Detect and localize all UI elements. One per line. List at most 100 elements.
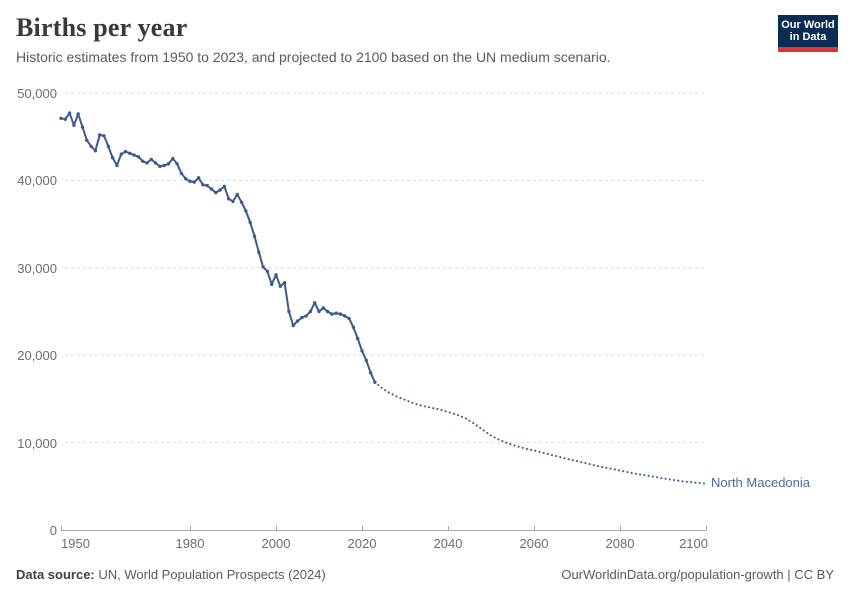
data-point-marker xyxy=(196,176,201,180)
data-point-marker xyxy=(188,179,192,183)
data-point-marker xyxy=(304,314,308,318)
data-point-marker xyxy=(145,161,149,165)
data-point-marker xyxy=(214,190,218,195)
y-tick-label: 50,000 xyxy=(17,86,57,101)
data-point-marker xyxy=(343,314,347,318)
data-point-marker xyxy=(222,184,227,189)
data-point-marker xyxy=(368,371,373,375)
data-point-marker xyxy=(265,269,270,273)
data-point-marker xyxy=(313,301,317,305)
data-point-marker xyxy=(356,336,360,341)
data-point-marker xyxy=(227,197,231,201)
y-tick-label: 30,000 xyxy=(17,260,57,276)
data-point-marker xyxy=(166,162,171,166)
data-point-marker xyxy=(153,161,158,165)
data-point-marker xyxy=(158,164,162,169)
data-point-marker xyxy=(360,349,364,353)
data-point-marker xyxy=(76,112,80,116)
data-point-marker xyxy=(110,156,115,160)
x-tick-label: 1950 xyxy=(61,536,90,551)
data-point-marker xyxy=(257,250,261,254)
data-point-marker xyxy=(201,183,205,187)
data-source-label: Data source: xyxy=(16,567,95,582)
data-point-marker xyxy=(231,199,235,204)
data-point-marker xyxy=(89,144,93,148)
data-point-marker xyxy=(102,134,106,138)
data-point-marker xyxy=(261,265,265,269)
data-point-marker xyxy=(136,155,141,159)
data-source-text: UN, World Population Prospects (2024) xyxy=(94,567,326,582)
credit-link[interactable]: OurWorldinData.org/population-growth | C… xyxy=(561,567,834,582)
chart-title: Births per year xyxy=(16,13,188,42)
x-tick-label: 1980 xyxy=(175,536,205,551)
data-point-marker xyxy=(295,319,300,323)
data-point-marker xyxy=(244,209,248,213)
data-source: Data source: UN, World Population Prospe… xyxy=(16,567,326,582)
projection-line xyxy=(373,381,707,485)
x-tick-label: 2060 xyxy=(519,536,549,551)
data-point-marker xyxy=(85,138,89,142)
data-point-marker xyxy=(106,144,111,148)
data-point-marker xyxy=(282,281,287,285)
data-point-marker xyxy=(184,177,188,181)
y-tick-label: 40,000 xyxy=(17,173,57,189)
owid-logo-box: Our World in Data xyxy=(778,15,838,47)
data-point-marker xyxy=(128,151,132,155)
entity-label: North Macedonia xyxy=(711,475,810,490)
data-point-marker xyxy=(330,312,334,316)
chart-subtitle: Historic estimates from 1950 to 2023, an… xyxy=(16,49,611,65)
data-point-marker xyxy=(334,311,338,315)
data-point-marker xyxy=(325,309,330,314)
data-point-marker xyxy=(72,123,76,128)
data-point-marker xyxy=(291,323,295,328)
logo-red-bar xyxy=(778,47,838,52)
data-point-marker xyxy=(287,309,291,314)
data-point-marker xyxy=(149,157,153,162)
data-point-marker xyxy=(278,284,282,288)
data-point-marker xyxy=(351,325,356,329)
data-point-marker xyxy=(308,309,313,314)
x-tick-label: 2100 xyxy=(679,536,708,551)
data-point-marker xyxy=(162,163,166,168)
data-point-marker xyxy=(248,220,252,225)
data-point-marker xyxy=(317,309,321,314)
data-point-marker xyxy=(175,162,179,166)
data-point-marker xyxy=(59,116,63,121)
y-tick-label: 0 xyxy=(49,523,57,538)
data-point-marker xyxy=(132,153,136,157)
data-point-marker xyxy=(300,315,304,320)
y-tick-label: 20,000 xyxy=(17,348,57,364)
data-point-marker xyxy=(80,125,85,129)
data-point-marker xyxy=(115,163,119,168)
data-point-marker xyxy=(119,152,123,156)
x-tick-label: 2040 xyxy=(433,536,463,551)
x-tick-label: 2020 xyxy=(347,536,377,551)
x-tick-label: 2000 xyxy=(261,536,291,551)
logo-line2: in Data xyxy=(789,31,827,43)
data-point-marker xyxy=(252,234,257,238)
data-point-marker xyxy=(235,192,239,197)
data-point-marker xyxy=(347,316,351,321)
data-point-marker xyxy=(63,117,67,121)
y-tick-label: 10,000 xyxy=(17,435,57,451)
historic-line xyxy=(60,112,376,384)
data-point-marker xyxy=(209,187,214,191)
data-point-marker xyxy=(179,171,184,176)
data-point-marker xyxy=(218,188,222,192)
data-point-marker xyxy=(274,273,278,277)
data-point-marker xyxy=(270,282,274,287)
data-point-marker xyxy=(364,358,368,363)
data-point-marker xyxy=(321,306,325,310)
logo-line1: Our World xyxy=(781,18,835,31)
data-point-marker xyxy=(171,156,175,161)
data-point-marker xyxy=(192,180,196,184)
data-point-marker xyxy=(67,111,72,115)
data-point-marker xyxy=(98,133,102,137)
x-tick-label: 2080 xyxy=(605,536,635,551)
data-point-marker xyxy=(239,200,244,204)
owid-logo[interactable]: Our World in Data xyxy=(778,15,838,52)
data-point-marker xyxy=(205,183,209,188)
